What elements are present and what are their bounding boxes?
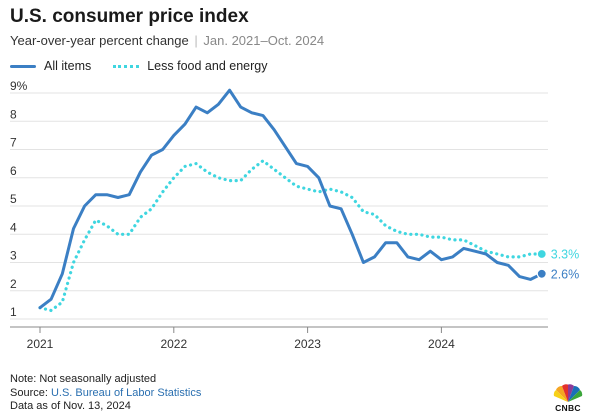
legend-swatch-solid	[10, 64, 36, 68]
subtitle-date-range: Jan. 2021–Oct. 2024	[203, 33, 325, 48]
legend-item-core: Less food and energy	[113, 59, 267, 73]
end-value-label: 2.6%	[551, 267, 580, 281]
series-layer	[38, 88, 544, 313]
x-tick-label: 2022	[160, 337, 187, 351]
y-tick-label: 4	[10, 220, 17, 234]
x-tick-label: 2023	[294, 337, 321, 351]
y-tick-label: 3	[10, 249, 17, 263]
source-link[interactable]: U.S. Bureau of Labor Statistics	[50, 386, 202, 399]
y-tick-label: 6	[10, 164, 17, 178]
chart-footer: Note: Not seasonally adjusted Source: U.…	[10, 373, 201, 414]
legend-swatch-dotted	[113, 64, 140, 68]
y-tick-label: 1	[10, 305, 17, 319]
legend-label-core: Less food and energy	[147, 59, 268, 73]
chart-title: U.S. consumer price index	[10, 6, 249, 27]
end-labels: 3.3% 2.6%	[536, 248, 580, 281]
footer-date: Data as of Nov. 13, 2024	[10, 400, 131, 412]
chart-legend: All items Less food and energy	[10, 59, 267, 73]
chart-subtitle: Year-over-year percent change | Jan. 202…	[10, 33, 324, 48]
y-axis-ticks: 1 2 3 4 5 6 7 8 9%	[10, 79, 28, 319]
x-tick-label: 2021	[27, 337, 54, 351]
legend-label-all-items: All items	[44, 59, 92, 73]
x-axis-ticks: 2021 2022 2023 2024	[27, 327, 455, 351]
peacock-logo-icon	[553, 384, 583, 402]
y-tick-label: 5	[10, 192, 17, 206]
end-point-marker	[536, 248, 547, 260]
legend-item-all-items: All items	[10, 59, 91, 73]
y-tick-label: 2	[10, 277, 17, 291]
y-tick-label: 9%	[10, 79, 28, 93]
end-point-marker	[536, 268, 547, 279]
x-tick-label: 2024	[428, 337, 455, 351]
logo-text: CNBC	[555, 403, 581, 413]
source-prefix: Source:	[10, 386, 51, 399]
cnbc-logo: CNBC	[548, 384, 588, 414]
y-tick-label: 8	[10, 107, 17, 121]
subtitle-main: Year-over-year percent change	[10, 33, 189, 48]
series-line-core	[38, 159, 544, 313]
footer-source: Source: U.S. Bureau of Labor Statistics	[10, 387, 201, 401]
subtitle-separator: |	[194, 33, 198, 48]
y-tick-label: 7	[10, 136, 17, 150]
end-value-label: 3.3%	[551, 248, 580, 262]
footer-note: Note: Not seasonally adjusted	[10, 373, 157, 385]
series-line-all-items	[38, 88, 544, 310]
grid-lines	[10, 92, 548, 328]
